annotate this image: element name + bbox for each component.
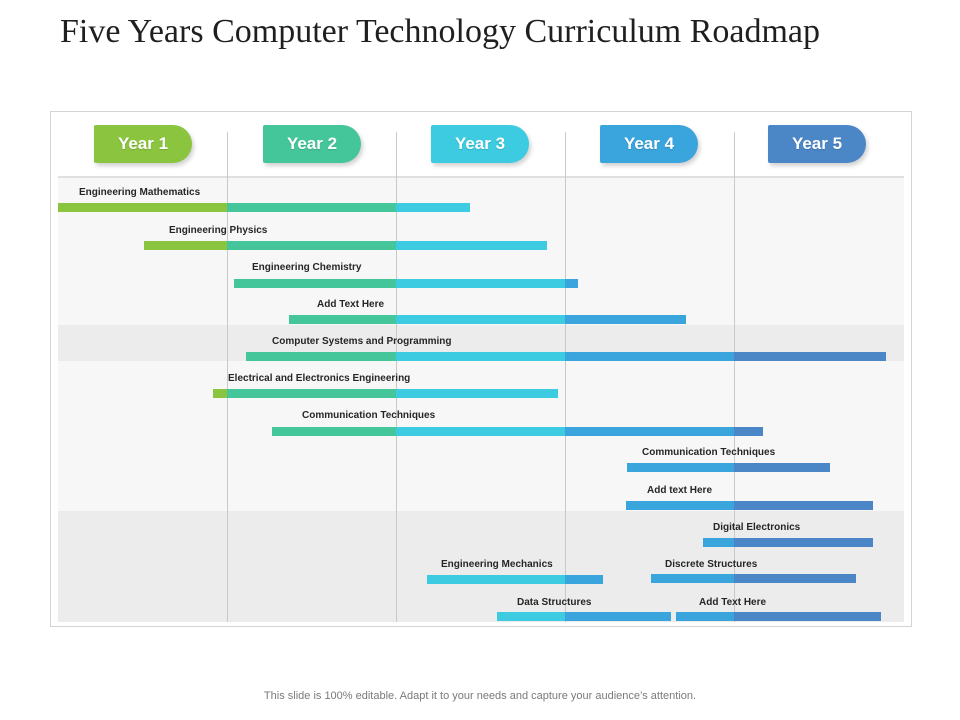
timeline-bar-segment — [497, 612, 565, 621]
timeline-bar-segment — [565, 352, 734, 361]
header-divider — [58, 176, 904, 178]
task-label: Engineering Mathematics — [79, 187, 201, 198]
task-label: Electrical and Electronics Engineering — [228, 373, 411, 384]
timeline-bar-segment — [734, 463, 830, 472]
timeline-bar-segment — [227, 389, 396, 398]
page-title: Five Years Computer Technology Curriculu… — [60, 13, 821, 50]
timeline-bar-segment — [396, 389, 558, 398]
timeline-bar-segment — [734, 501, 873, 510]
task-label: Engineering Mechanics — [441, 559, 553, 570]
row-highlight-band — [58, 511, 904, 622]
task-label: Communication Techniques — [302, 410, 436, 421]
timeline-bar-segment — [144, 241, 227, 250]
task-label: Add text Here — [647, 485, 713, 496]
year-divider — [396, 132, 397, 622]
timeline-bar-segment — [58, 203, 227, 212]
timeline-bar-segment — [651, 574, 734, 583]
timeline-bar-segment — [234, 279, 396, 288]
timeline-bar-segment — [396, 279, 565, 288]
timeline-bar-segment — [246, 352, 396, 361]
timeline-bar-segment — [703, 538, 734, 547]
year-divider — [227, 132, 228, 622]
year-2-tab: Year 2 — [263, 125, 361, 163]
timeline-bar-segment — [734, 574, 856, 583]
task-label: Data Structures — [517, 597, 592, 608]
timeline-bar-segment — [289, 315, 396, 324]
timeline-bar-segment — [627, 463, 734, 472]
timeline-bar-segment — [213, 389, 227, 398]
task-label: Add Text Here — [317, 299, 385, 310]
timeline-bar-segment — [565, 427, 734, 436]
year-5-tab: Year 5 — [768, 125, 866, 163]
year-1-tab: Year 1 — [94, 125, 192, 163]
task-label: Computer Systems and Programming — [272, 336, 452, 347]
timeline-bar-segment — [626, 501, 734, 510]
task-label: Digital Electronics — [713, 522, 801, 533]
timeline-bar-segment — [396, 203, 470, 212]
task-label: Engineering Chemistry — [252, 262, 362, 273]
timeline-bar-segment — [734, 427, 763, 436]
year-3-tab: Year 3 — [431, 125, 529, 163]
footer-note: This slide is 100% editable. Adapt it to… — [263, 690, 697, 702]
timeline-bar-segment — [565, 575, 603, 584]
timeline-bar-segment — [227, 241, 396, 250]
timeline-bar-segment — [396, 241, 547, 250]
timeline-bar-segment — [227, 203, 396, 212]
task-label: Communication Techniques — [642, 447, 776, 458]
task-label: Engineering Physics — [169, 225, 268, 236]
task-label: Discrete Structures — [665, 559, 758, 570]
timeline-bar-segment — [396, 315, 565, 324]
timeline-bar-segment — [565, 279, 578, 288]
year-4-tab: Year 4 — [600, 125, 698, 163]
timeline-bar-segment — [734, 612, 881, 621]
timeline-bar-segment — [565, 315, 686, 324]
timeline-bar-segment — [396, 427, 565, 436]
timeline-bar-segment — [565, 612, 671, 621]
timeline-bar-segment — [272, 427, 396, 436]
timeline-bar-segment — [676, 612, 734, 621]
timeline-bar-segment — [734, 538, 873, 547]
year-divider — [734, 132, 735, 622]
timeline-bar-segment — [427, 575, 565, 584]
task-label: Add Text Here — [699, 597, 767, 608]
year-divider — [565, 132, 566, 622]
timeline-bar-segment — [396, 352, 565, 361]
timeline-bar-segment — [734, 352, 886, 361]
